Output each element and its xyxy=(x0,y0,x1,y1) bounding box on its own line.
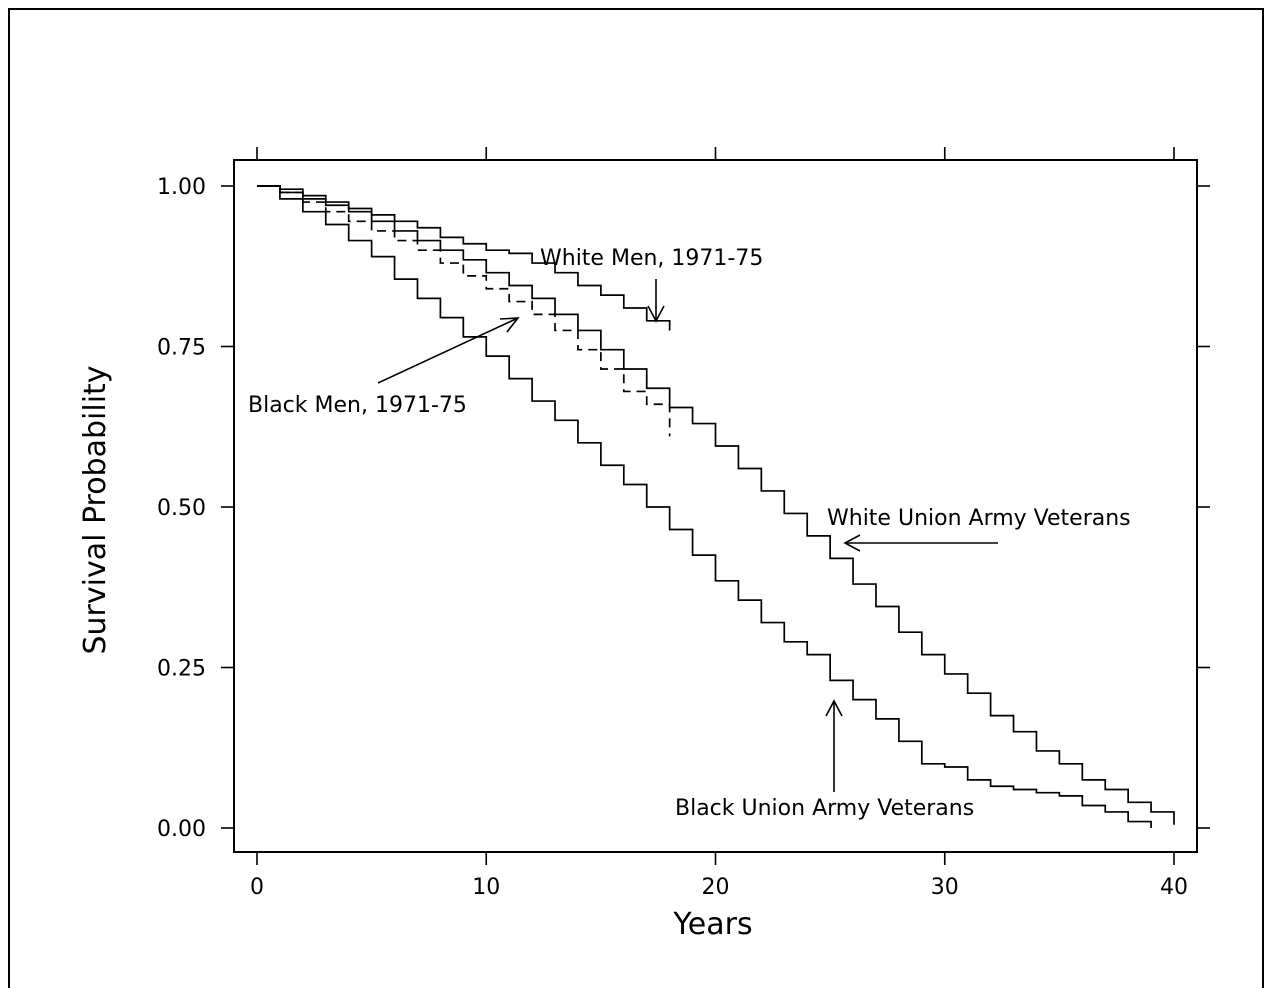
x-axis-title: Years xyxy=(672,907,752,942)
axis-ticks xyxy=(221,147,1210,865)
arrow-black-veterans-head xyxy=(825,699,843,717)
series-line-3 xyxy=(257,185,1175,825)
y-tick-label: 0.25 xyxy=(157,657,206,682)
y-tick-label: 0.50 xyxy=(157,496,206,521)
arrow-white-veterans-head xyxy=(843,534,861,552)
annotation-white-men: White Men, 1971-75 xyxy=(540,246,763,271)
annotation-white-veterans: White Union Army Veterans xyxy=(827,506,1131,531)
annotation-black-men: Black Men, 1971-75 xyxy=(248,393,467,418)
x-tick-label: 20 xyxy=(702,875,730,900)
y-axis-title: Survival Probability xyxy=(78,365,113,654)
series-line-4 xyxy=(257,185,1152,828)
arrow-white-men-head xyxy=(647,305,665,323)
x-tick-label: 10 xyxy=(472,875,500,900)
x-tick-label: 40 xyxy=(1160,875,1188,900)
arrow-black-men-shaft xyxy=(377,317,519,384)
y-tick-label: 0.00 xyxy=(157,817,206,842)
series-layer xyxy=(257,185,1175,828)
x-tick-label: 0 xyxy=(250,875,264,900)
annotation-black-veterans: Black Union Army Veterans xyxy=(675,796,974,821)
x-tick-label: 30 xyxy=(931,875,959,900)
y-tick-label: 0.75 xyxy=(157,336,206,361)
page-frame xyxy=(8,8,1264,988)
arrow-black-men-head xyxy=(499,317,520,333)
y-tick-label: 1.00 xyxy=(157,175,206,200)
tick-labels: 0 10 20 30 40 0.00 0.25 0.50 0.75 1.00 xyxy=(157,175,1188,900)
